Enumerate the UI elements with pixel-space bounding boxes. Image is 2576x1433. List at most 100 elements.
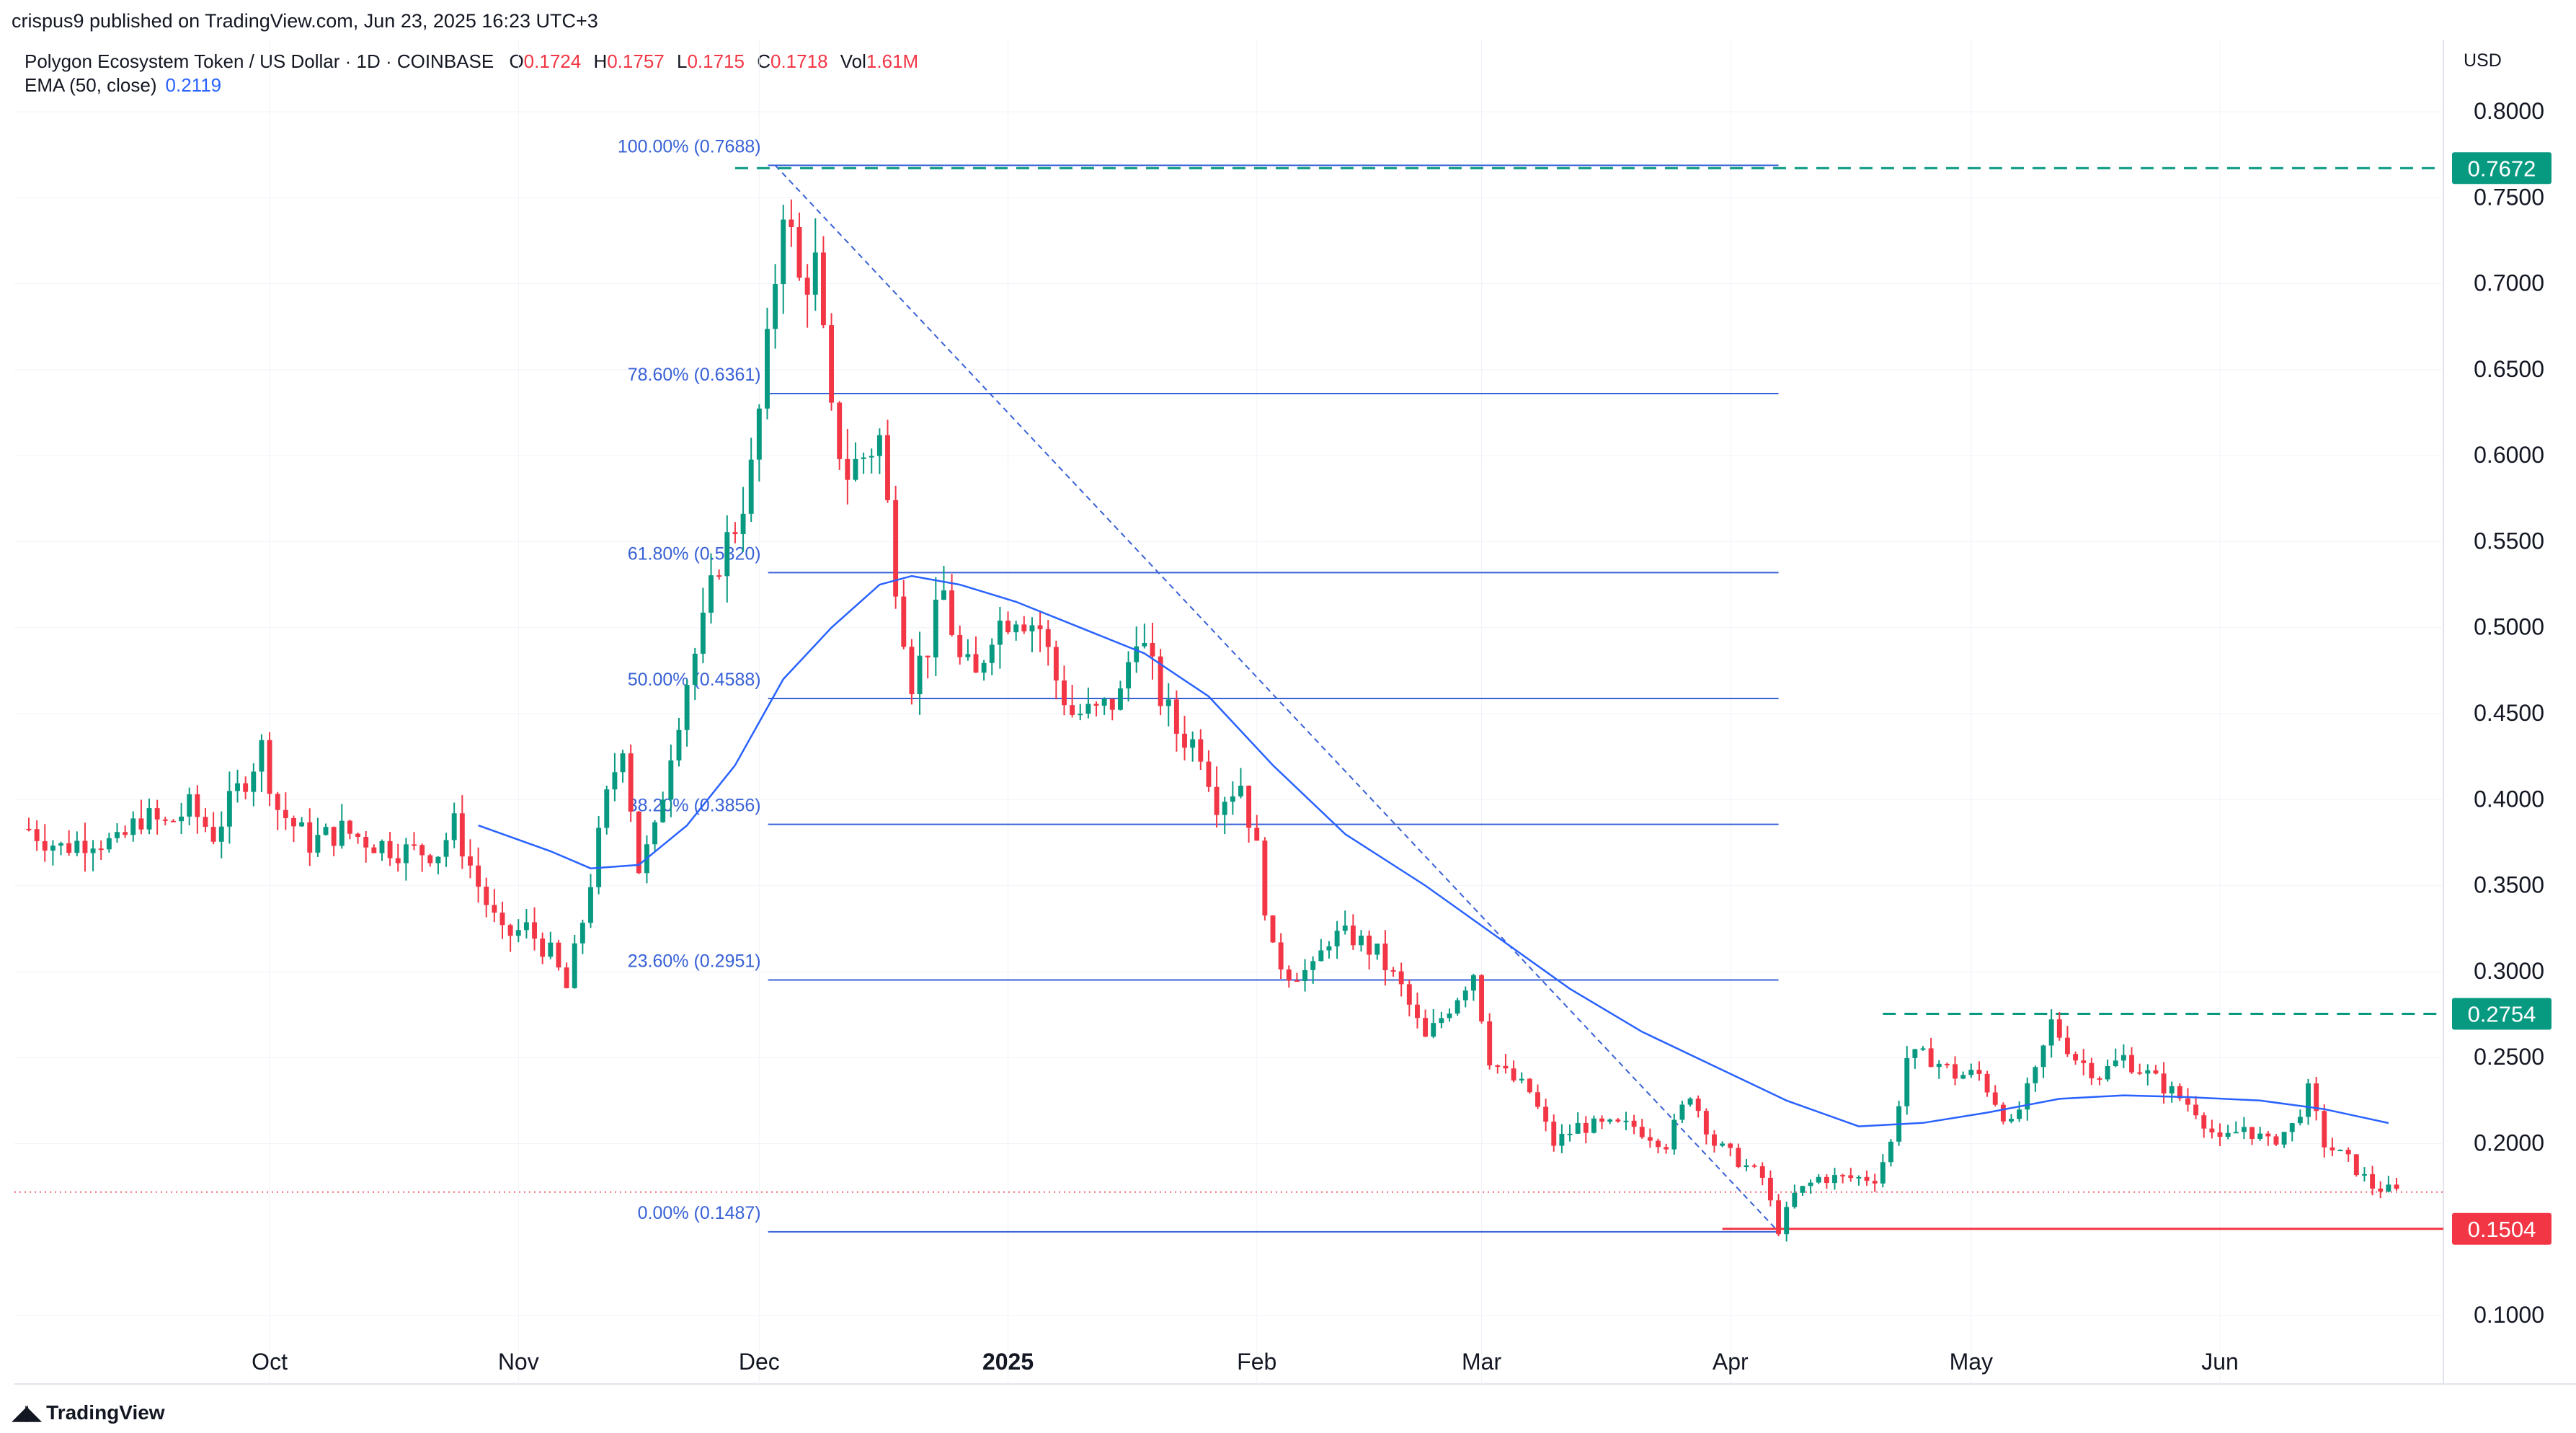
candle-body bbox=[1246, 785, 1252, 828]
candle-body bbox=[162, 819, 168, 821]
candle-body bbox=[1888, 1141, 1893, 1163]
candle-body bbox=[1318, 950, 1324, 962]
candle-body bbox=[2353, 1154, 2359, 1176]
candle-body bbox=[1639, 1127, 1645, 1137]
candle-body bbox=[1070, 705, 1075, 715]
candle-body bbox=[2345, 1150, 2351, 1155]
candle-body bbox=[2394, 1184, 2399, 1189]
candle-body bbox=[435, 856, 441, 864]
time-tick-label: Nov bbox=[498, 1349, 539, 1375]
horizontal-levels[interactable] bbox=[14, 167, 2443, 1230]
candle-body bbox=[443, 840, 449, 857]
candle-body bbox=[476, 865, 481, 887]
time-tick-label: Jun bbox=[2201, 1349, 2239, 1375]
candle-body bbox=[251, 771, 257, 792]
candle-body bbox=[331, 827, 337, 846]
candle-body bbox=[2386, 1184, 2391, 1192]
candle-body bbox=[1214, 786, 1220, 815]
symbol-title[interactable]: Polygon Ecosystem Token / US Dollar · 1D… bbox=[25, 50, 494, 72]
fibonacci-retracement[interactable]: 100.00% (0.7688) 78.60% (0.6361) 61.80% (0… bbox=[618, 136, 1780, 1233]
high-value: 0.1757 bbox=[607, 50, 665, 72]
candle-body bbox=[1230, 796, 1235, 802]
candle-body bbox=[395, 858, 401, 864]
candle-body bbox=[138, 818, 144, 830]
candle-body bbox=[1904, 1057, 1910, 1106]
candle-body bbox=[1286, 969, 1292, 981]
candle-body bbox=[235, 783, 240, 791]
fib-level-label: 38.20% (0.3856) bbox=[628, 796, 761, 816]
candle-body bbox=[1872, 1181, 1878, 1184]
candle-body bbox=[997, 621, 1003, 645]
candle-body bbox=[2153, 1070, 2159, 1074]
candle-body bbox=[1912, 1049, 1918, 1058]
candle-body bbox=[652, 822, 658, 845]
price-tick-label: 0.8000 bbox=[2474, 98, 2544, 124]
candle-body bbox=[387, 840, 393, 859]
candle-body bbox=[98, 848, 104, 851]
candle-body bbox=[1695, 1099, 1701, 1112]
candle-body bbox=[660, 799, 666, 822]
candle-body bbox=[1037, 625, 1043, 629]
candle-body bbox=[2225, 1132, 2231, 1137]
candle-body bbox=[419, 845, 425, 856]
candle-body bbox=[1800, 1186, 1806, 1193]
candle-body bbox=[700, 612, 706, 654]
candle-body bbox=[572, 943, 577, 988]
candle-body bbox=[1816, 1176, 1821, 1183]
candle-body bbox=[957, 634, 963, 657]
candle-body bbox=[1021, 624, 1027, 631]
candle-body bbox=[2306, 1083, 2311, 1117]
open-value: 0.1724 bbox=[523, 50, 582, 72]
candle-body bbox=[1462, 990, 1468, 1001]
candle-body bbox=[130, 818, 136, 835]
candle-body bbox=[2201, 1115, 2207, 1129]
candle-body bbox=[1856, 1176, 1862, 1179]
price-axis[interactable]: 0.8000 0.7500 0.7000 0.6500 0.6000 0.5500 0.50… bbox=[2474, 98, 2544, 1328]
candle-body bbox=[2033, 1067, 2038, 1083]
candle-body bbox=[90, 848, 96, 853]
candle-body bbox=[604, 789, 610, 828]
candle-body bbox=[1495, 1065, 1501, 1068]
candle-body bbox=[58, 843, 63, 846]
candle-body bbox=[2120, 1055, 2126, 1061]
candle-body bbox=[724, 532, 730, 577]
candle-body bbox=[861, 457, 866, 459]
candle-body bbox=[2273, 1136, 2279, 1145]
candle-body bbox=[259, 740, 265, 772]
candle-body bbox=[1454, 1000, 1460, 1014]
candle-body bbox=[2017, 1109, 2022, 1119]
time-tick-label: Apr bbox=[1713, 1349, 1749, 1375]
candle-body bbox=[668, 760, 674, 800]
indicator-label[interactable]: EMA (50, close) bbox=[25, 74, 157, 96]
candle-body bbox=[2073, 1054, 2079, 1061]
candle-body bbox=[1398, 971, 1404, 985]
time-axis[interactable]: Oct Nov Dec 2025 Feb Mar Apr May Jun bbox=[252, 1349, 2239, 1375]
candle-body bbox=[1005, 621, 1011, 633]
candle-body bbox=[2040, 1045, 2046, 1068]
candle-body bbox=[1960, 1075, 1966, 1079]
candle-body bbox=[1968, 1070, 1974, 1075]
tradingview-logo[interactable]: ◢◣ TradingView bbox=[12, 1400, 165, 1425]
candle-body bbox=[2048, 1019, 2054, 1046]
candle-body bbox=[1278, 942, 1284, 970]
candle-body bbox=[1656, 1140, 1661, 1148]
price-tag-label: 0.7672 bbox=[2468, 156, 2536, 181]
close-label: C bbox=[757, 50, 770, 72]
candle-body bbox=[1728, 1143, 1733, 1148]
price-tick-label: 0.4000 bbox=[2474, 786, 2544, 812]
candle-body bbox=[1664, 1147, 1669, 1150]
fib-level-label: 100.00% (0.7688) bbox=[618, 136, 761, 156]
currency-label[interactable]: USD bbox=[2464, 50, 2502, 71]
candle-body bbox=[2362, 1174, 2367, 1176]
candle-body bbox=[379, 840, 385, 853]
candle-body bbox=[154, 808, 160, 820]
candle-body bbox=[1792, 1192, 1798, 1207]
candle-body bbox=[339, 820, 345, 846]
candle-body bbox=[925, 655, 931, 658]
indicator-legend: EMA (50, close) 0.2119 bbox=[25, 74, 221, 97]
candle-body bbox=[2113, 1060, 2118, 1066]
candle-body bbox=[588, 887, 593, 923]
price-tags: 0.7672 0.2754 0.1504 bbox=[2452, 152, 2551, 1245]
price-tick-label: 0.6000 bbox=[2474, 442, 2544, 468]
